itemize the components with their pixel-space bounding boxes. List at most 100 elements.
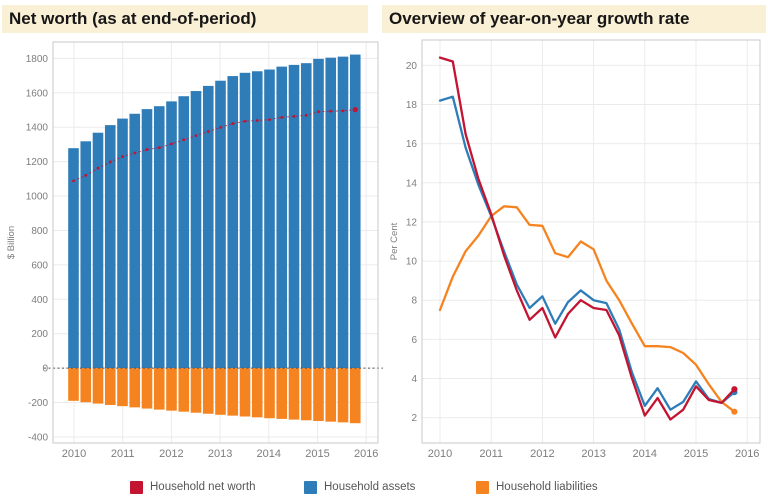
bar [68, 368, 79, 401]
bar [239, 368, 251, 417]
bar [141, 368, 153, 409]
y-tick-label: 200 [31, 329, 48, 340]
bar [80, 141, 92, 369]
x-tick-label: 2011 [479, 448, 503, 460]
bar [325, 57, 337, 369]
bar [202, 85, 214, 369]
networth-bar-chart: -400 -200 0 200 400 600 800 1000 1200 1400 1600 180… [6, 41, 383, 460]
bar [227, 368, 239, 416]
legend-swatch [476, 480, 489, 494]
bar [349, 54, 361, 369]
y-tick-label: 2 [411, 413, 417, 424]
bar [117, 368, 128, 407]
bars-household-assets [68, 54, 361, 369]
bar [300, 368, 312, 421]
legend-item-household-net-worth: Household net worth [130, 479, 255, 495]
line-household-net-worth [73, 109, 356, 182]
bar [202, 368, 214, 414]
x-tick-label: 2010 [428, 448, 452, 460]
bar [166, 368, 177, 411]
growth-line-chart: 2 4 6 8 10 12 14 16 18 20 2010 2011 2012 2013 2014 2015… [389, 39, 761, 460]
markers-household-net-worth [72, 107, 358, 183]
y-tick-label: 4 [411, 374, 417, 385]
bar [349, 368, 361, 424]
legend-swatch [130, 480, 143, 494]
x-tick-label: 2012 [159, 448, 183, 460]
chart-legend: Household net worth Household assets House… [0, 479, 768, 499]
bar [313, 368, 324, 421]
y-axis-title: $ Billion [6, 226, 17, 259]
y-tick-label: -400 [28, 432, 48, 443]
end-marker-household-liabilities [731, 408, 738, 415]
bar [276, 66, 288, 369]
y-tick-label: 18 [406, 100, 418, 111]
bar [337, 368, 349, 423]
bar [92, 132, 104, 369]
bar [178, 368, 190, 412]
bar [129, 368, 141, 408]
bar [251, 368, 263, 418]
bar [166, 101, 177, 369]
y-tick-label: 600 [31, 260, 48, 271]
bar [153, 106, 165, 369]
end-marker-household-net-worth [731, 386, 738, 393]
y-tick-label: 8 [411, 296, 417, 307]
bar [104, 125, 116, 369]
legend-item-household-liabilities: Household liabilities [476, 479, 598, 495]
bar [190, 91, 202, 369]
y-tick-label: 6 [411, 335, 417, 346]
line-household-net-worth [438, 56, 736, 421]
x-tick-label: 2011 [111, 448, 135, 460]
y-tick-label: 800 [31, 226, 48, 237]
bar [104, 368, 116, 405]
bar [117, 118, 128, 369]
legend-swatch [304, 480, 317, 494]
y-tick-label: 1000 [26, 192, 49, 203]
legend-label: Household assets [324, 481, 416, 493]
bar [288, 368, 300, 420]
x-tick-label: 2014 [633, 448, 657, 460]
y-tick-label: 20 [406, 61, 418, 72]
bar [276, 368, 288, 419]
bar [68, 148, 79, 369]
y-tick-label: -200 [28, 398, 48, 409]
y-tick-label: 400 [31, 295, 48, 306]
y-tick-label: 12 [406, 217, 418, 228]
bar [264, 69, 275, 369]
x-tick-label: 2015 [305, 448, 329, 460]
bars-household-liabilities [68, 368, 361, 424]
y-axis-labels: 2 4 6 8 10 12 14 16 18 20 [406, 61, 418, 424]
bar [215, 368, 226, 415]
x-axis-labels: 2010 2011 2012 2013 2014 2015 2016 [428, 448, 760, 460]
x-tick-label: 2012 [530, 448, 554, 460]
growth-chart-title: Overview of year-on-year growth rate [382, 5, 766, 33]
bar [300, 63, 312, 369]
bar [288, 64, 300, 369]
legend-item-household-assets: Household assets [304, 479, 415, 495]
networth-chart-title: Net worth (as at end-of-period) [2, 5, 368, 33]
x-tick-label: 2015 [684, 448, 708, 460]
y-tick-label: 1800 [26, 54, 49, 65]
x-axis-labels: 2010 2011 2012 2013 2014 2015 2016 [62, 448, 379, 460]
bar [313, 58, 324, 369]
bar [251, 71, 263, 369]
legend-label: Household net worth [150, 481, 256, 493]
x-tick-label: 2013 [581, 448, 605, 460]
line-household-liabilities [438, 205, 736, 413]
bar [227, 76, 239, 369]
legend-label: Household liabilities [496, 481, 598, 493]
plot-border [421, 39, 761, 444]
y-tick-label: 16 [406, 139, 418, 150]
y-tick-label: 1600 [26, 88, 49, 99]
bar [92, 368, 104, 404]
y-tick-label: 1400 [26, 123, 49, 134]
bar [129, 113, 141, 369]
y-tick-label: 14 [406, 178, 418, 189]
bar [178, 96, 190, 369]
bar [337, 56, 349, 369]
bar [215, 80, 226, 369]
y-tick-label: 10 [406, 257, 418, 268]
x-tick-label: 2014 [257, 448, 281, 460]
x-tick-label: 2016 [354, 448, 378, 460]
